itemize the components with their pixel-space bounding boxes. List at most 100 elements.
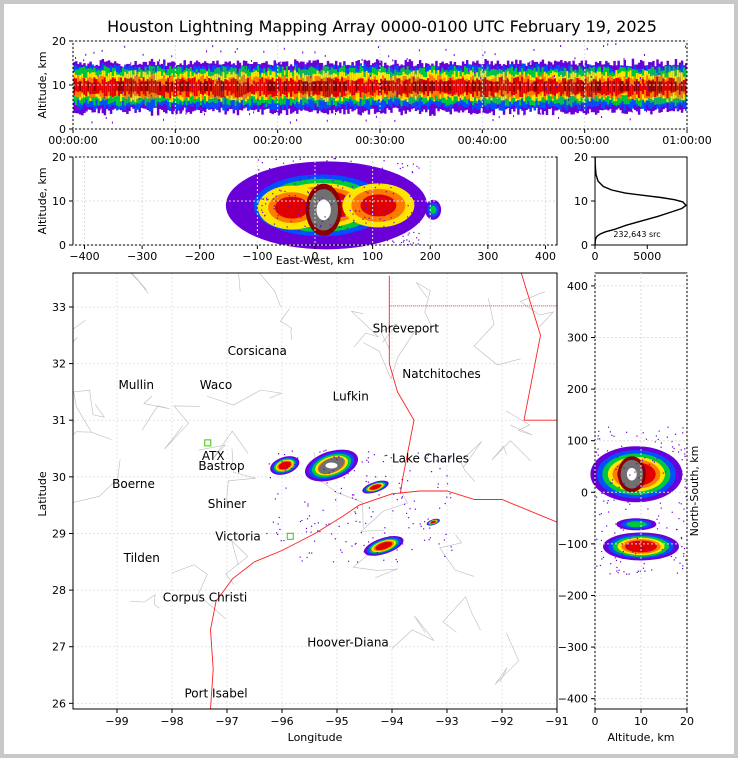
source-point (600, 539, 603, 542)
density-cell (480, 81, 483, 92)
source-point (629, 503, 631, 505)
source-point (284, 190, 286, 193)
source-point (261, 162, 264, 164)
city-label: Natchitoches (402, 367, 480, 381)
density-cell (203, 81, 207, 92)
source-point (290, 467, 292, 470)
density-cell (431, 81, 434, 92)
y-tick-label: 20 (52, 151, 66, 164)
source-point (372, 211, 374, 214)
source-point (637, 82, 639, 85)
density-cell (128, 78, 131, 95)
source-point (258, 169, 260, 171)
density-cell (418, 81, 422, 92)
density-blob (429, 205, 437, 214)
source-point (367, 179, 369, 181)
source-point (281, 461, 283, 463)
source-point (273, 179, 275, 181)
county-boundary (73, 431, 112, 442)
source-point (439, 507, 441, 509)
source-point (642, 432, 644, 434)
source-point (423, 539, 426, 541)
county-boundary (491, 440, 531, 462)
density-cell (433, 81, 436, 92)
source-point (296, 119, 298, 122)
source-point (368, 165, 371, 167)
density-cell (558, 83, 561, 93)
county-boundary (73, 459, 121, 503)
source-point (572, 88, 574, 91)
lightning-cluster (369, 484, 382, 490)
source-point (275, 195, 277, 197)
source-point (307, 191, 309, 193)
density-cell (603, 81, 606, 95)
source-point (383, 170, 385, 172)
density-cell (623, 83, 626, 92)
density-cell (470, 82, 473, 94)
source-point (283, 47, 285, 50)
source-point (353, 92, 355, 95)
density-cell (404, 81, 408, 92)
source-point (607, 499, 609, 502)
source-point (386, 537, 388, 539)
source-point (631, 110, 633, 113)
source-point (406, 165, 409, 167)
source-point (363, 186, 365, 188)
density-blob (274, 196, 309, 219)
source-point (323, 450, 325, 452)
density-cell (115, 81, 119, 91)
source-point (393, 493, 395, 495)
source-point (267, 198, 269, 201)
density-cell (118, 81, 121, 92)
source-point (685, 559, 687, 561)
source-point (406, 57, 408, 60)
altitude-histogram-annotation: 232,643 src (613, 230, 660, 239)
source-point (660, 442, 663, 444)
density-cell (314, 81, 317, 92)
density-cell (208, 78, 211, 96)
source-point (347, 522, 349, 524)
source-point (340, 170, 342, 173)
source-point (363, 174, 365, 176)
density-cell (553, 78, 557, 96)
source-point (371, 234, 373, 237)
source-point (673, 447, 675, 450)
county-boundary (198, 430, 249, 459)
source-point (419, 523, 421, 525)
source-point (354, 543, 356, 545)
source-point (420, 525, 422, 527)
source-point (269, 477, 272, 479)
source-point (677, 481, 680, 483)
source-point (396, 549, 398, 551)
density-cell (476, 78, 479, 96)
source-point (382, 460, 385, 463)
source-point (345, 541, 347, 543)
density-cell (684, 81, 688, 92)
density-cell (359, 78, 362, 98)
y-tick-label: 0 (59, 239, 66, 252)
source-point (307, 192, 310, 194)
source-point (378, 172, 380, 174)
source-point (390, 457, 392, 459)
y-tick-label: 20 (52, 35, 66, 48)
source-point (647, 508, 649, 510)
source-point (676, 572, 678, 574)
source-point (271, 233, 273, 235)
source-point (371, 233, 373, 235)
source-point (603, 500, 605, 502)
density-cell (124, 77, 127, 96)
source-point (580, 65, 582, 68)
density-cell (427, 78, 430, 97)
source-point (304, 82, 306, 85)
density-cell (148, 80, 152, 95)
density-cell (263, 82, 266, 95)
density-cell (167, 81, 170, 92)
source-point (659, 502, 662, 504)
source-point (492, 119, 494, 122)
density-cell (490, 81, 493, 92)
source-point (450, 546, 452, 548)
source-point (390, 217, 392, 219)
density-cell (478, 81, 481, 92)
density-cell (451, 80, 455, 97)
source-point (446, 483, 449, 485)
